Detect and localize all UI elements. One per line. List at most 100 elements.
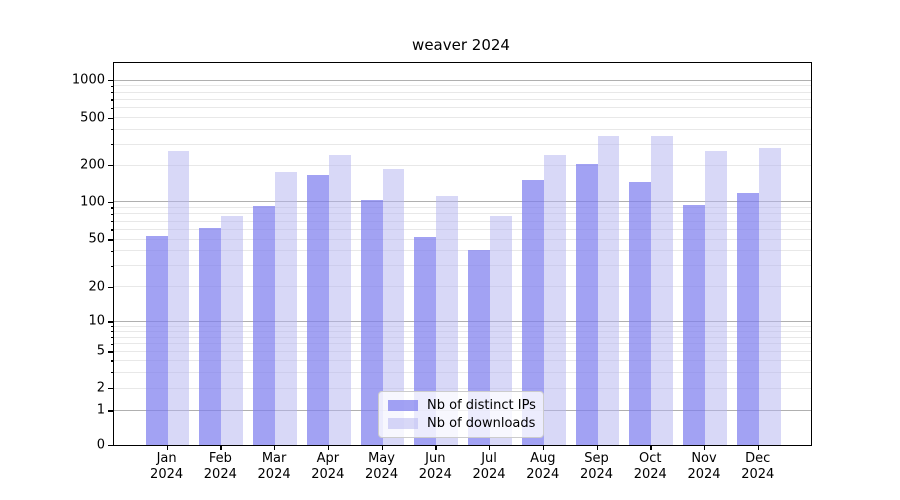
- bar-downloads-mar: [275, 171, 297, 445]
- bar-downloads-sep: [597, 136, 620, 445]
- gridline-minor: [114, 98, 811, 100]
- bar-distinct-ips-mar: [253, 205, 276, 445]
- plot-area: [113, 62, 812, 446]
- y-tick-label-500: 500: [80, 110, 105, 126]
- legend-swatch-distinct-ips: [388, 400, 418, 412]
- y-minor-tick-mark: [110, 129, 113, 131]
- bar-downloads-may: [382, 168, 405, 445]
- x-tick-label-feb: Feb 2024: [203, 451, 237, 482]
- bar-downloads-jul: [490, 216, 512, 445]
- gridline-minor: [114, 336, 811, 338]
- legend: Nb of distinct IPs Nb of downloads: [378, 391, 544, 438]
- gridline-minor: [114, 220, 811, 222]
- gridline-minor: [114, 164, 811, 166]
- gridline-minor: [114, 250, 811, 252]
- y-tick-mark: [108, 444, 113, 447]
- x-tick-mark: [274, 445, 276, 450]
- bar-downloads-oct: [651, 136, 674, 445]
- y-minor-tick-mark: [110, 220, 113, 223]
- y-tick-label-1000: 1000: [71, 72, 105, 88]
- y-minor-tick-mark: [110, 107, 113, 110]
- y-minor-tick-mark: [110, 164, 113, 167]
- x-tick-mark: [704, 445, 706, 450]
- bar-downloads-jan: [167, 150, 190, 445]
- y-minor-tick-mark: [110, 360, 113, 362]
- y-tick-label-10: 10: [88, 313, 105, 329]
- x-tick-mark: [596, 445, 598, 450]
- gridline-minor: [114, 107, 811, 109]
- legend-item-distinct-ips: Nb of distinct IPs: [388, 398, 536, 414]
- bar-distinct-ips-may: [360, 200, 383, 445]
- x-tick-label-oct: Oct 2024: [633, 451, 667, 482]
- x-tick-label-apr: Apr 2024: [311, 451, 345, 482]
- x-tick-label-nov: Nov 2024: [687, 451, 721, 482]
- gridline-minor: [114, 387, 811, 389]
- y-tick-label-0: 0: [96, 437, 105, 453]
- gridline-minor: [114, 91, 811, 93]
- y-minor-tick-mark: [110, 265, 113, 267]
- y-minor-tick-mark: [110, 92, 113, 94]
- bar-distinct-ips-feb: [199, 228, 222, 445]
- y-tick-label-2: 2: [96, 380, 105, 396]
- y-tick-mark: [108, 321, 113, 323]
- y-minor-tick-mark: [110, 343, 113, 345]
- x-tick-label-may: May 2024: [365, 451, 399, 482]
- x-tick-mark: [327, 445, 330, 450]
- y-tick-label-20: 20: [88, 279, 105, 295]
- legend-label-distinct-ips: Nb of distinct IPs: [427, 398, 536, 414]
- legend-label-downloads: Nb of downloads: [427, 415, 536, 431]
- y-minor-tick-mark: [110, 336, 113, 339]
- gridline-minor: [114, 343, 811, 345]
- gridline-minor: [114, 228, 811, 230]
- gridline-minor: [114, 143, 811, 145]
- y-minor-tick-mark: [110, 331, 113, 333]
- gridline-minor: [114, 286, 811, 288]
- bar-distinct-ips-jan: [145, 235, 168, 445]
- x-tick-label-dec: Dec 2024: [741, 451, 775, 482]
- gridline-minor: [114, 351, 811, 353]
- bar-downloads-nov: [705, 150, 727, 445]
- y-tick-label-5: 5: [96, 343, 105, 359]
- y-minor-tick-mark: [110, 85, 113, 88]
- bar-downloads-aug: [543, 155, 566, 445]
- x-tick-label-sep: Sep 2024: [579, 451, 614, 482]
- y-minor-tick-mark: [110, 144, 113, 146]
- y-minor-tick-mark: [110, 117, 113, 119]
- gridline-minor: [114, 117, 811, 119]
- gridline-minor: [114, 206, 811, 208]
- y-minor-tick-mark: [110, 351, 113, 353]
- gridline-minor: [114, 359, 811, 361]
- x-tick-mark: [757, 445, 760, 450]
- y-minor-tick-mark: [110, 286, 113, 288]
- bar-distinct-ips-oct: [629, 182, 652, 445]
- y-tick-mark: [108, 79, 113, 82]
- y-minor-tick-mark: [110, 207, 113, 209]
- y-minor-tick-mark: [110, 239, 113, 241]
- gridline-minor: [114, 128, 811, 130]
- bar-distinct-ips-apr: [306, 174, 329, 445]
- gridline-minor: [114, 85, 811, 87]
- x-tick-mark: [542, 445, 545, 450]
- gridline-minor: [114, 325, 811, 327]
- y-tick-mark: [108, 410, 113, 412]
- x-tick-label-aug: Aug 2024: [526, 451, 560, 482]
- y-tick-label-1: 1: [96, 402, 105, 418]
- y-minor-tick-mark: [110, 250, 113, 253]
- bar-downloads-jun: [436, 196, 459, 445]
- x-tick-mark: [650, 445, 652, 450]
- gridline-minor: [114, 238, 811, 240]
- gridline-minor: [114, 330, 811, 332]
- gridline-minor: [114, 371, 811, 373]
- y-tick-label-100: 100: [80, 194, 105, 210]
- x-tick-mark: [381, 445, 383, 450]
- gridline-major: [114, 79, 811, 81]
- x-tick-mark: [435, 445, 437, 450]
- bar-distinct-ips-dec: [736, 193, 759, 445]
- gridline-minor: [114, 213, 811, 215]
- y-tick-label-200: 200: [80, 157, 105, 173]
- x-tick-label-jan: Jan 2024: [150, 451, 184, 482]
- x-tick-mark: [489, 445, 491, 450]
- x-tick-label-mar: Mar 2024: [257, 451, 291, 482]
- x-tick-mark: [220, 445, 222, 450]
